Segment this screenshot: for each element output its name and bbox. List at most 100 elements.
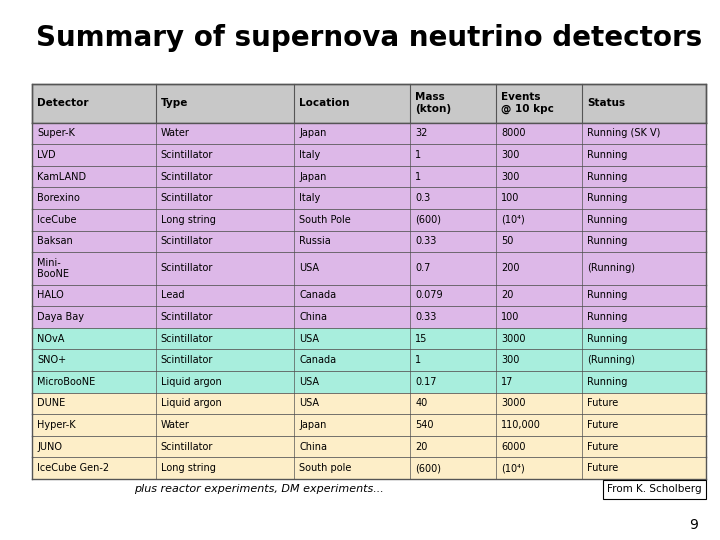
Text: Running: Running [588,312,628,322]
Text: Canada: Canada [300,355,336,365]
Text: 0.079: 0.079 [415,291,443,300]
Text: Canada: Canada [300,291,336,300]
Text: Running: Running [588,291,628,300]
Text: Baksan: Baksan [37,237,73,246]
Text: Liquid argon: Liquid argon [161,377,222,387]
Text: Italy: Italy [300,150,320,160]
Text: Long string: Long string [161,215,216,225]
Text: LVD: LVD [37,150,56,160]
Text: South pole: South pole [300,463,351,473]
Text: Water: Water [161,129,190,138]
Text: Japan: Japan [300,172,327,181]
Text: 40: 40 [415,399,428,408]
Text: Running: Running [588,334,628,343]
Text: Borexino: Borexino [37,193,81,203]
Text: Running: Running [588,377,628,387]
Text: 1: 1 [415,355,421,365]
Text: 300: 300 [501,150,520,160]
Text: 1: 1 [415,150,421,160]
Text: 0.33: 0.33 [415,237,436,246]
Text: Scintillator: Scintillator [161,150,213,160]
Text: NOvA: NOvA [37,334,65,343]
Text: IceCube: IceCube [37,215,77,225]
Text: Running: Running [588,215,628,225]
Text: Detector: Detector [37,98,89,108]
Text: Status: Status [588,98,626,108]
Text: Future: Future [588,399,618,408]
Text: Scintillator: Scintillator [161,172,213,181]
Text: Running: Running [588,193,628,203]
Text: 200: 200 [501,264,520,273]
Text: 110,000: 110,000 [501,420,541,430]
Text: 6000: 6000 [501,442,526,451]
Text: USA: USA [300,377,319,387]
Text: Future: Future [588,420,618,430]
Text: 0.17: 0.17 [415,377,436,387]
Text: Summary of supernova neutrino detectors: Summary of supernova neutrino detectors [36,24,702,52]
Text: Events
@ 10 kpc: Events @ 10 kpc [501,92,554,114]
Text: Location: Location [300,98,350,108]
Text: 20: 20 [501,291,513,300]
Text: (10⁴): (10⁴) [501,463,525,473]
Text: USA: USA [300,399,319,408]
Text: MicroBooNE: MicroBooNE [37,377,96,387]
Text: Future: Future [588,442,618,451]
Text: Liquid argon: Liquid argon [161,399,222,408]
Text: 0.33: 0.33 [415,312,436,322]
Text: plus reactor experiments, DM experiments...: plus reactor experiments, DM experiments… [135,484,384,495]
Text: Running: Running [588,172,628,181]
Text: KamLAND: KamLAND [37,172,86,181]
Text: (600): (600) [415,215,441,225]
Text: 100: 100 [501,193,520,203]
Text: Scintillator: Scintillator [161,334,213,343]
Text: Running: Running [588,150,628,160]
Text: Russia: Russia [300,237,331,246]
Text: JUNO: JUNO [37,442,63,451]
Text: Running: Running [588,237,628,246]
Text: South Pole: South Pole [300,215,351,225]
Text: (600): (600) [415,463,441,473]
Text: Water: Water [161,420,190,430]
Text: IceCube Gen-2: IceCube Gen-2 [37,463,109,473]
Text: Running (SK V): Running (SK V) [588,129,660,138]
Text: 1: 1 [415,172,421,181]
Text: Hyper-K: Hyper-K [37,420,76,430]
Text: Scintillator: Scintillator [161,355,213,365]
Text: 3000: 3000 [501,334,526,343]
Text: Italy: Italy [300,193,320,203]
Text: SNO+: SNO+ [37,355,66,365]
Text: Super-K: Super-K [37,129,76,138]
Text: Future: Future [588,463,618,473]
Text: 8000: 8000 [501,129,526,138]
Text: 100: 100 [501,312,520,322]
Text: From K. Scholberg: From K. Scholberg [608,484,702,495]
Text: Japan: Japan [300,420,327,430]
Text: 32: 32 [415,129,428,138]
Text: USA: USA [300,264,319,273]
Text: 50: 50 [501,237,513,246]
Text: Scintillator: Scintillator [161,312,213,322]
Text: Scintillator: Scintillator [161,237,213,246]
Text: Long string: Long string [161,463,216,473]
Text: Scintillator: Scintillator [161,193,213,203]
Text: 9: 9 [690,518,698,532]
Text: 15: 15 [415,334,428,343]
Text: (Running): (Running) [588,264,635,273]
Text: (10⁴): (10⁴) [501,215,525,225]
Text: 0.3: 0.3 [415,193,431,203]
Text: HALO: HALO [37,291,64,300]
Text: 17: 17 [501,377,513,387]
Text: 0.7: 0.7 [415,264,431,273]
Text: 20: 20 [415,442,428,451]
Text: China: China [300,312,327,322]
Text: 300: 300 [501,172,520,181]
Text: Lead: Lead [161,291,184,300]
Text: Scintillator: Scintillator [161,264,213,273]
Text: USA: USA [300,334,319,343]
Text: (Running): (Running) [588,355,635,365]
Text: Japan: Japan [300,129,327,138]
Text: Scintillator: Scintillator [161,442,213,451]
Text: Mini-
BooNE: Mini- BooNE [37,258,69,279]
Text: 3000: 3000 [501,399,526,408]
Text: 300: 300 [501,355,520,365]
